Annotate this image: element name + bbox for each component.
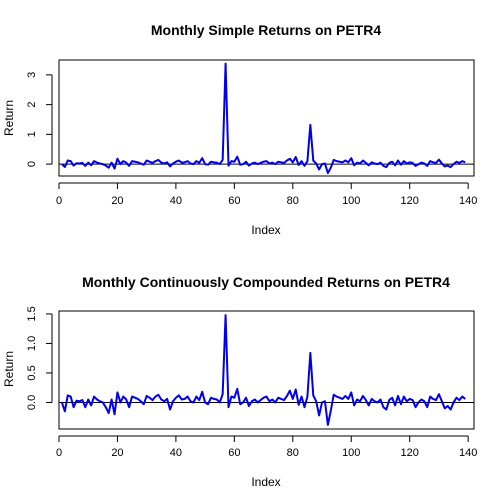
x-tick-label: 20	[111, 195, 123, 207]
x-tick-label: 0	[56, 447, 62, 459]
x-axis-label: Index	[251, 475, 280, 489]
y-axis: 0 1 2 3	[26, 72, 53, 167]
x-tick-label: 140	[459, 447, 477, 459]
panel-cc-returns: Monthly Continuously Compounded Returns …	[2, 274, 477, 489]
y-tick-label: 1.0	[26, 336, 38, 351]
x-tick-label: 0	[56, 195, 62, 207]
y-axis-label: Return	[2, 351, 16, 387]
x-tick-label: 120	[401, 447, 419, 459]
y-tick-label: 3	[26, 72, 38, 78]
x-tick-label: 40	[170, 447, 182, 459]
y-tick-label: 0.5	[26, 365, 38, 380]
x-axis: 0 20 40 60 80 100 120 140	[56, 435, 477, 459]
y-axis: 0.0 0.5 1.0 1.5	[26, 306, 53, 410]
x-tick-label: 60	[228, 195, 240, 207]
chart-title: Monthly Continuously Compounded Returns …	[82, 274, 450, 290]
y-tick-label: 1	[26, 131, 38, 137]
x-tick-label: 100	[342, 195, 360, 207]
panel-simple-returns: Monthly Simple Returns on PETR4 Return I…	[2, 22, 477, 237]
x-tick-label: 100	[342, 447, 360, 459]
x-tick-label: 40	[170, 195, 182, 207]
y-tick-label: 1.5	[26, 306, 38, 321]
y-axis-label: Return	[2, 100, 16, 136]
series-line-simple-returns	[61, 62, 466, 175]
x-tick-label: 20	[111, 447, 123, 459]
y-tick-label: 2	[26, 102, 38, 108]
x-tick-label: 80	[287, 447, 299, 459]
x-axis-label: Index	[251, 223, 280, 237]
x-tick-label: 80	[287, 195, 299, 207]
x-tick-label: 140	[459, 195, 477, 207]
x-axis: 0 20 40 60 80 100 120 140	[56, 182, 477, 207]
series-line-cc-returns	[60, 314, 466, 426]
plot-frame	[58, 59, 475, 177]
y-tick-label: 0.0	[26, 395, 38, 410]
x-tick-label: 60	[228, 447, 240, 459]
x-tick-label: 120	[401, 195, 419, 207]
chart-title: Monthly Simple Returns on PETR4	[151, 22, 381, 38]
plot-frame	[58, 310, 475, 430]
y-tick-label: 0	[26, 161, 38, 167]
